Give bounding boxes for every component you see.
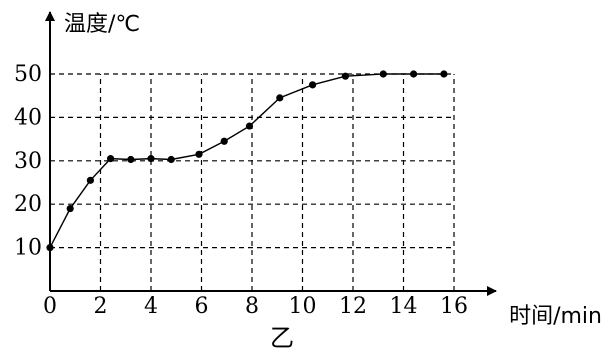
series-line bbox=[49, 73, 444, 248]
data-point bbox=[410, 70, 418, 78]
x-tick-label: 8 bbox=[245, 294, 259, 319]
x-tick-label: 12 bbox=[339, 294, 367, 319]
y-tick-label: 10 bbox=[14, 236, 42, 261]
y-tick-label: 20 bbox=[14, 192, 42, 217]
x-axis-label: 时间/min bbox=[509, 304, 602, 329]
data-point bbox=[66, 204, 74, 213]
x-tick-label: 0 bbox=[43, 294, 57, 319]
data-point bbox=[107, 155, 115, 163]
data-point bbox=[341, 72, 350, 80]
data-point bbox=[167, 155, 175, 164]
figure-caption: 乙 bbox=[270, 324, 294, 352]
axes bbox=[45, 11, 497, 296]
x-tick-label: 2 bbox=[94, 294, 108, 319]
x-tick-label: 14 bbox=[390, 294, 418, 319]
data-point bbox=[195, 150, 203, 158]
data-point bbox=[309, 81, 317, 89]
x-tick-label: 10 bbox=[289, 294, 317, 319]
x-tick-label: 4 bbox=[144, 294, 158, 319]
y-tick-label: 30 bbox=[14, 149, 42, 174]
data-point bbox=[276, 94, 284, 102]
data-point bbox=[46, 244, 54, 252]
data-point bbox=[86, 176, 94, 184]
y-tick-label: 40 bbox=[14, 105, 42, 130]
series-group bbox=[46, 70, 448, 252]
data-point bbox=[245, 122, 254, 130]
data-point bbox=[147, 155, 155, 163]
data-point bbox=[220, 137, 228, 145]
y-tick-label: 50 bbox=[14, 62, 42, 87]
x-tick-label: 16 bbox=[440, 294, 468, 319]
data-point bbox=[127, 155, 135, 164]
grid-lines bbox=[50, 73, 455, 291]
x-tick-label: 6 bbox=[195, 294, 209, 319]
data-point bbox=[379, 70, 387, 78]
y-axis-label: 温度/℃ bbox=[64, 12, 140, 37]
data-point bbox=[440, 70, 448, 78]
tick-labels: 0 2 4 6 8 10 12 14 16 10 20 30 40 50 bbox=[14, 62, 468, 319]
